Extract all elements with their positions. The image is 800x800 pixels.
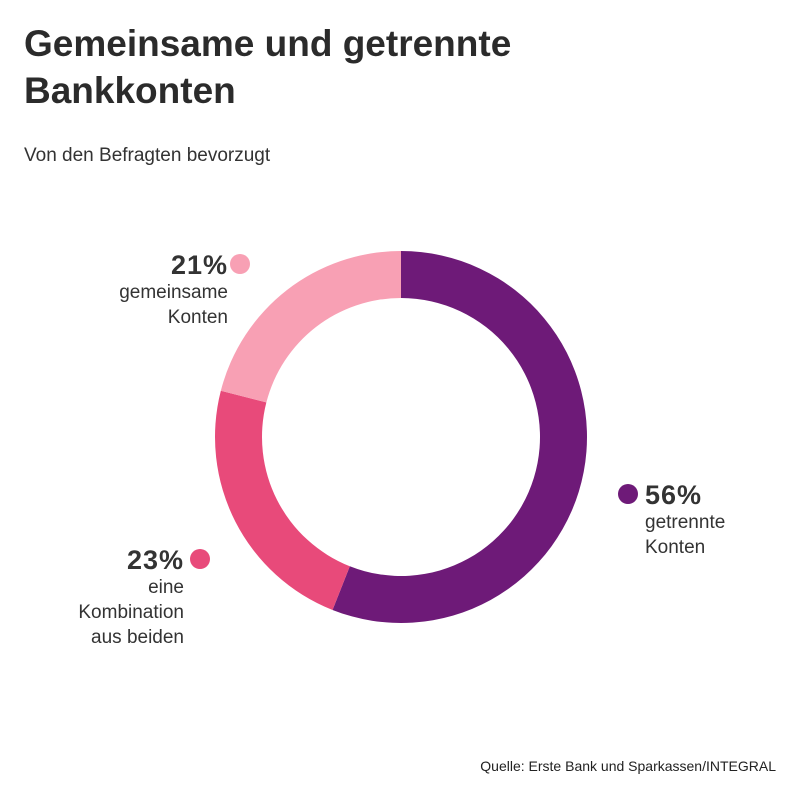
source-note: Quelle: Erste Bank und Sparkassen/INTEGR… [480, 758, 776, 774]
label-gemeinsame: 21% gemeinsame Konten [60, 250, 228, 330]
data-label-value: 56% [645, 480, 703, 510]
data-label-value: 23% [126, 545, 184, 575]
donut-slice-2 [220, 251, 401, 403]
label-getrennte: 56% getrennte Konten [645, 480, 755, 560]
legend-dot-getrennte [618, 484, 638, 504]
data-label-text: eine Kombination aus beiden [78, 577, 184, 648]
data-label-text: gemeinsame Konten [119, 282, 228, 328]
data-label-value: 21% [170, 250, 228, 280]
data-label-text: getrennte Konten [645, 512, 726, 558]
legend-dot-gemeinsame [230, 254, 250, 274]
chart-subtitle: Von den Befragten bevorzugt [24, 145, 271, 166]
label-kombination: 23% eine Kombination aus beiden [40, 545, 184, 650]
chart-title: Gemeinsame und getrennte Bankkonten [24, 23, 512, 111]
donut-slice-0 [332, 251, 587, 624]
legend-dot-kombination [190, 549, 210, 569]
donut-slice-1 [215, 390, 350, 610]
